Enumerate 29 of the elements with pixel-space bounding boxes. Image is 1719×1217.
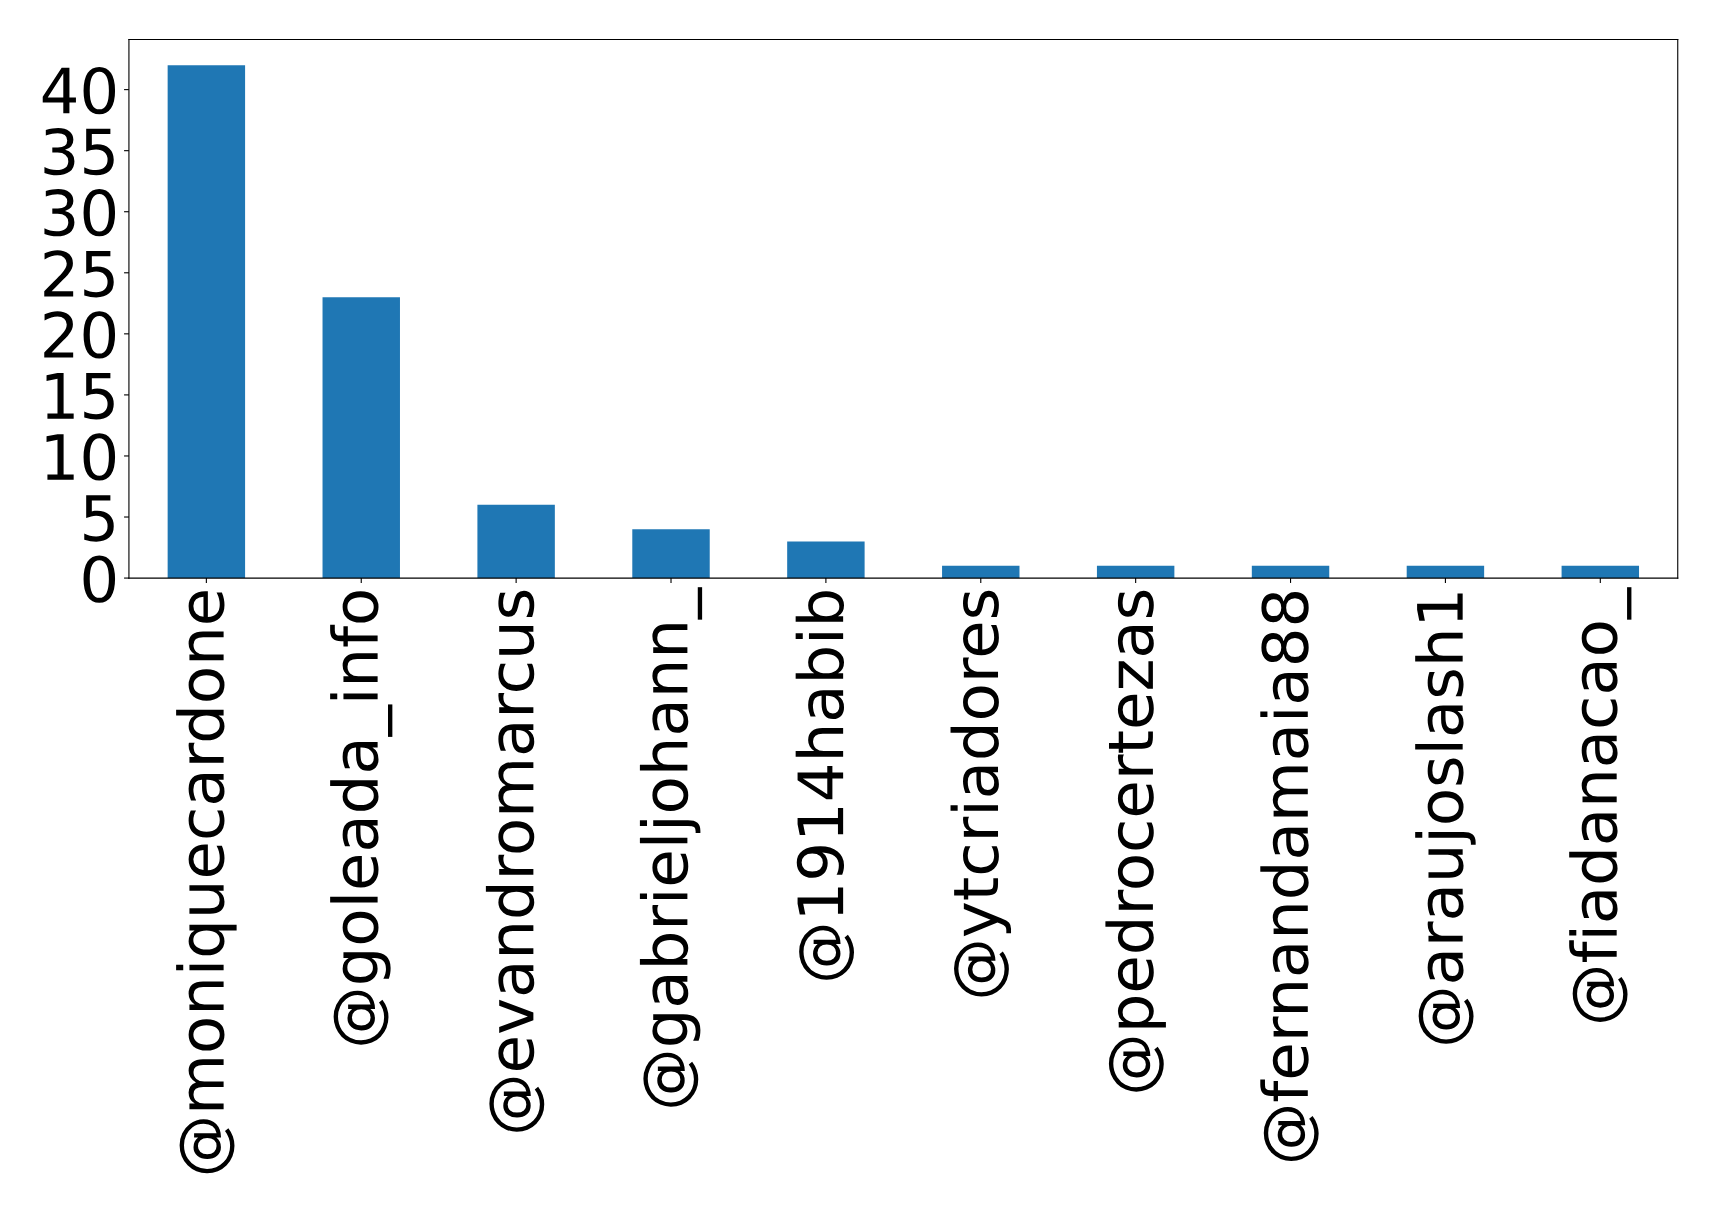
x-tick-label: @ytcriadores bbox=[950, 590, 1012, 997]
y-tick-label: 15 bbox=[46, 373, 114, 420]
bar bbox=[1096, 565, 1175, 579]
bar bbox=[1251, 565, 1330, 579]
bar bbox=[322, 297, 400, 579]
x-tick-label: @gabrieljohann_ bbox=[639, 587, 703, 1107]
bar bbox=[1406, 565, 1485, 579]
x-tick-label: @1914habib bbox=[795, 591, 855, 980]
bar bbox=[787, 541, 865, 579]
x-tick-label: @goleada_info bbox=[330, 591, 393, 1045]
y-tick-label: 0 bbox=[83, 555, 116, 603]
x-tick-label: @pedrocertezas bbox=[1105, 590, 1166, 1092]
y-tick-label: 10 bbox=[46, 433, 116, 481]
x-tick-label: @fiadanacao_ bbox=[1569, 587, 1632, 1022]
y-tick-label: 40 bbox=[42, 66, 116, 115]
x-tick-label: @araujoslash1 bbox=[1415, 593, 1476, 1044]
x-tick-label: @evandromarcus bbox=[485, 590, 545, 1132]
bar bbox=[477, 504, 555, 579]
bar bbox=[632, 529, 710, 579]
x-tick-label: @fernandamaia88 bbox=[1260, 592, 1319, 1162]
y-tick-label: 25 bbox=[44, 250, 114, 298]
bar bbox=[167, 65, 246, 579]
y-tick-label: 35 bbox=[44, 128, 114, 176]
bar bbox=[942, 565, 1020, 579]
y-tick-label: 20 bbox=[44, 311, 116, 359]
y-tick-label: 30 bbox=[44, 189, 116, 237]
bar bbox=[1561, 565, 1640, 579]
y-tick-label: 5 bbox=[84, 495, 114, 542]
x-tick-label: @moniquecardone bbox=[176, 591, 237, 1174]
